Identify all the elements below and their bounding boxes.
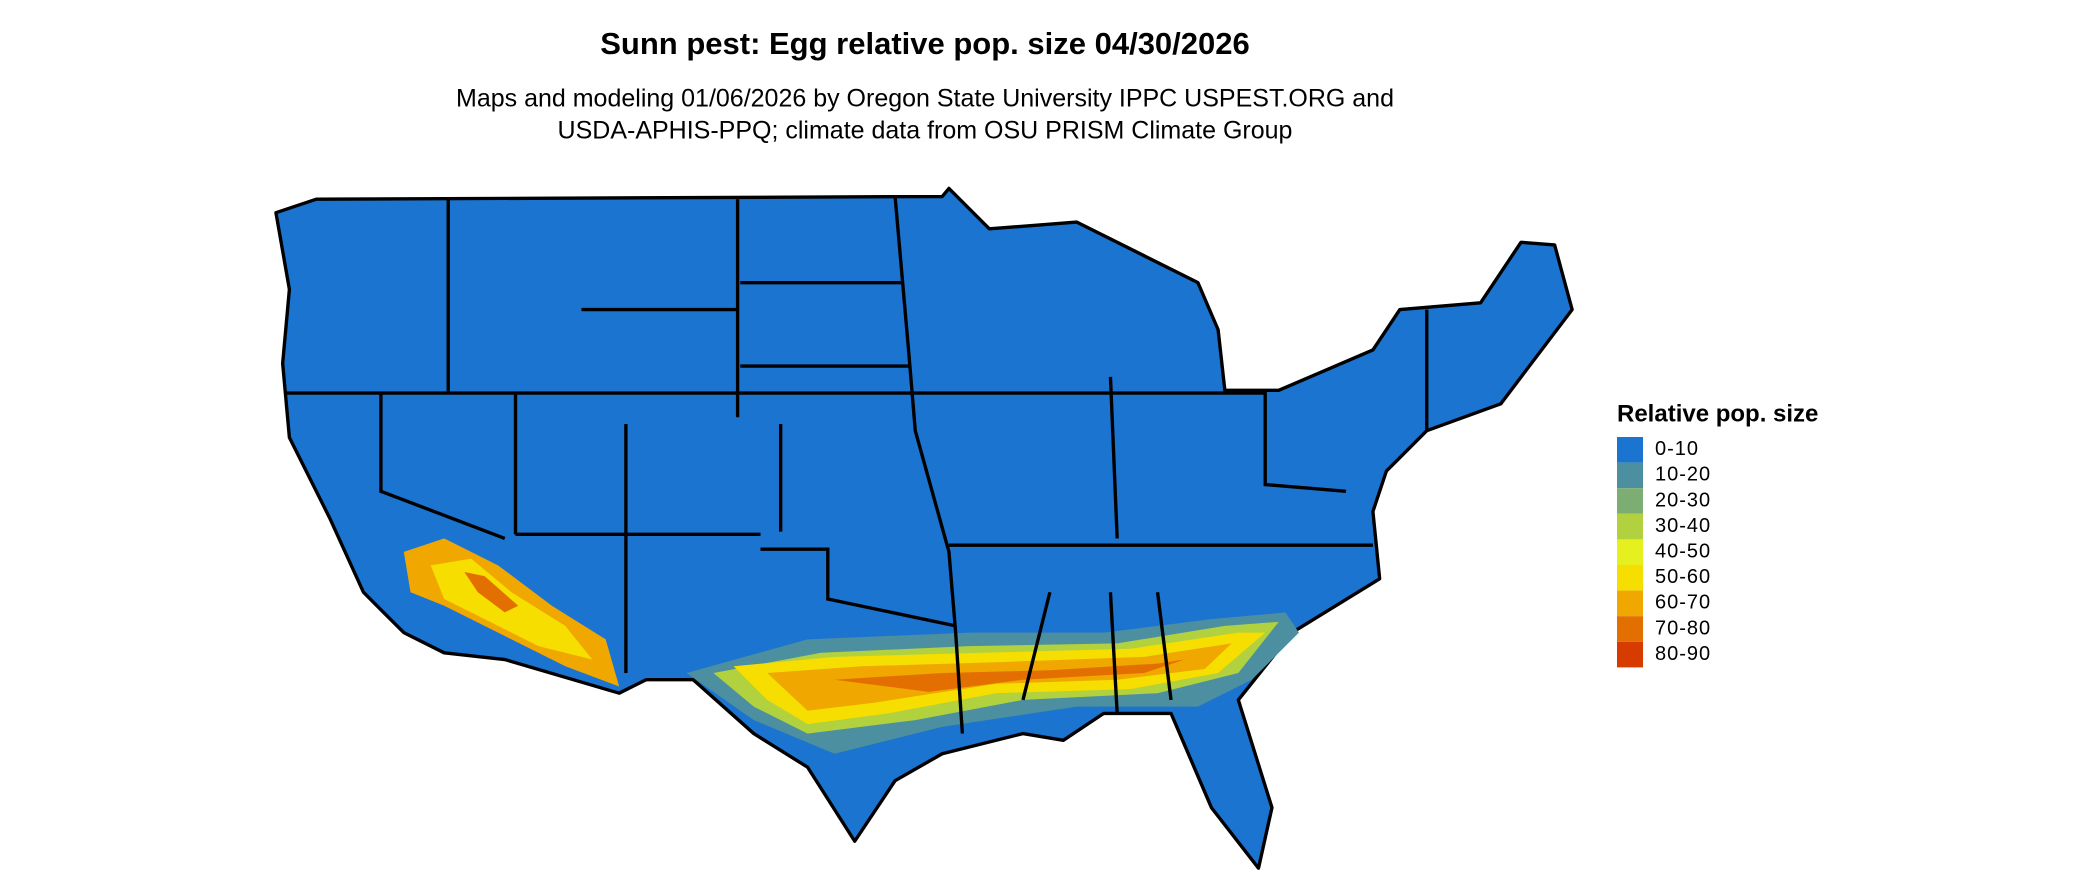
map-subtitle: Maps and modeling 01/06/2026 by Oregon S… (456, 85, 1394, 113)
legend-swatch (1617, 539, 1643, 565)
legend-label: 40-50 (1655, 540, 1711, 562)
legend-label: 20-30 (1655, 489, 1711, 511)
legend-label: 10-20 (1655, 464, 1711, 486)
legend-swatch (1617, 565, 1643, 591)
legend-swatch (1617, 488, 1643, 514)
legend-label: 70-80 (1655, 617, 1711, 639)
legend-swatch (1617, 616, 1643, 642)
legend-swatch (1617, 437, 1643, 463)
legend-label: 60-70 (1655, 592, 1711, 614)
legend-label: 0-10 (1655, 438, 1699, 460)
legend-swatch (1617, 462, 1643, 489)
us-map (274, 186, 1574, 870)
legend-swatch (1617, 590, 1643, 617)
hotspot-band (403, 538, 1299, 754)
legend-title: Relative pop. size (1617, 400, 1818, 427)
legend-label: 30-40 (1655, 515, 1711, 537)
map-title: Sunn pest: Egg relative pop. size 04/30/… (600, 26, 1250, 61)
state-borders (285, 196, 1429, 734)
us-outline (274, 186, 1574, 870)
legend-swatch (1617, 513, 1643, 540)
legend-label: 50-60 (1655, 566, 1711, 588)
map-subtitle: USDA-APHIS-PPQ; climate data from OSU PR… (558, 117, 1293, 145)
legend: 0-10 10-20 20-30 30-40 40-50 50-60 60-70 70-80 8… (1617, 437, 1711, 668)
legend-swatch (1617, 641, 1643, 668)
legend-label: 80-90 (1655, 643, 1711, 665)
